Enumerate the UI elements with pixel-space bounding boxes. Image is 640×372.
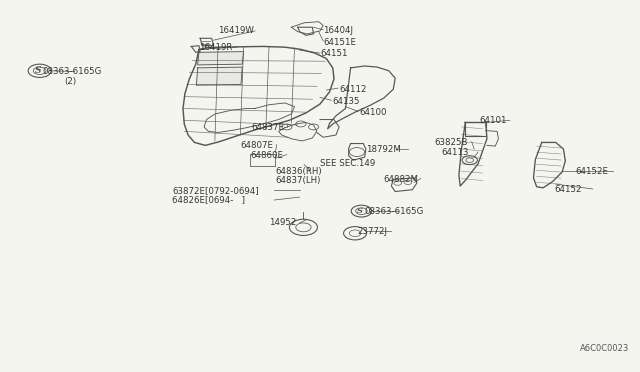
Text: A6C0C0023: A6C0C0023 xyxy=(580,344,629,353)
Text: 64112: 64112 xyxy=(339,85,367,94)
Text: 16419R: 16419R xyxy=(199,43,232,52)
Text: 14952: 14952 xyxy=(269,218,296,227)
Text: 64135: 64135 xyxy=(333,97,360,106)
Text: 64151: 64151 xyxy=(320,49,348,58)
Text: 16404J: 16404J xyxy=(323,26,353,35)
Text: 64837E: 64837E xyxy=(251,123,284,132)
Text: S: S xyxy=(356,207,362,215)
Text: 63872E[0792-0694]: 63872E[0792-0694] xyxy=(172,186,259,195)
Text: 64100: 64100 xyxy=(360,108,387,117)
Text: 64113: 64113 xyxy=(441,148,468,157)
Text: 64860E: 64860E xyxy=(250,151,283,160)
Polygon shape xyxy=(196,67,243,85)
Text: 64826E[0694-   ]: 64826E[0694- ] xyxy=(172,196,245,205)
Text: 08363-6165G: 08363-6165G xyxy=(365,207,424,217)
Text: 64882M: 64882M xyxy=(384,175,419,184)
Text: 23772J: 23772J xyxy=(357,227,387,235)
Text: 64151E: 64151E xyxy=(323,38,356,46)
Text: 64836(RH): 64836(RH) xyxy=(275,167,322,176)
Text: (2): (2) xyxy=(64,77,76,86)
Text: 64152: 64152 xyxy=(554,185,582,194)
Text: 64152E: 64152E xyxy=(575,167,608,176)
Text: 63825B: 63825B xyxy=(435,138,468,147)
Polygon shape xyxy=(198,52,244,65)
Text: S: S xyxy=(35,66,41,75)
Text: 64837(LH): 64837(LH) xyxy=(275,176,321,185)
Text: 08363-6165G: 08363-6165G xyxy=(43,67,102,76)
Text: 64807E: 64807E xyxy=(241,141,273,150)
Text: SEE SEC.149: SEE SEC.149 xyxy=(320,159,375,169)
Text: 18792M: 18792M xyxy=(366,145,401,154)
Text: 16419W: 16419W xyxy=(218,26,254,35)
Text: 64101: 64101 xyxy=(479,116,507,125)
